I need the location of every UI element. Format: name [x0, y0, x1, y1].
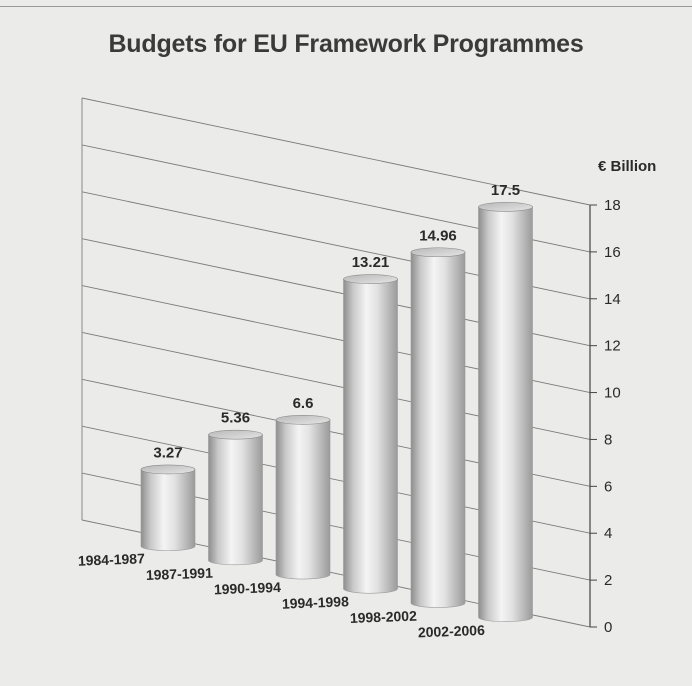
y-tick-label: 4 [604, 525, 612, 542]
y-tick-label: 2 [604, 572, 612, 589]
y-tick-label: 18 [604, 197, 621, 214]
chart-title: Budgets for EU Framework Programmes [108, 30, 584, 58]
y-tick-label: 12 [604, 338, 621, 355]
bar-cap [343, 274, 398, 284]
bar-body [208, 434, 263, 566]
labels: 0 2 4 6 8 10 12 14 16 18 € Billion 3.27 5.36 6.6 13.21… [78, 158, 657, 640]
bar-body [343, 278, 398, 594]
bar-1987-1991 [208, 429, 263, 566]
category-label: 1998-2002 [350, 608, 418, 626]
bar-body [275, 419, 331, 580]
bar-cap [478, 202, 533, 212]
y-tick-label: 6 [604, 478, 612, 495]
category-label: 1984-1987 [78, 550, 146, 568]
bar-1994-1998 [343, 274, 398, 594]
bar-cap [275, 415, 331, 425]
data-label: 3.27 [153, 444, 182, 461]
frame-border [0, 6, 692, 7]
y-tick-label: 8 [604, 431, 612, 448]
bar-2002-2006 [478, 202, 533, 623]
category-label: 1990-1994 [214, 579, 282, 597]
bar-cap [208, 429, 263, 440]
bar-cap [410, 247, 466, 258]
bar-1984-1987 [140, 464, 196, 551]
category-label: 2002-2006 [418, 622, 486, 640]
bar-cap [140, 464, 196, 475]
data-label: 13.21 [352, 254, 390, 271]
bar-body [478, 206, 533, 623]
y-tick-label: 0 [604, 619, 612, 636]
y-tick-label: 14 [604, 291, 621, 308]
bars [140, 202, 533, 623]
y-tick-label: 10 [604, 385, 621, 402]
bar-1990-1994 [275, 415, 331, 580]
gridline [81, 97, 591, 206]
data-label: 5.36 [221, 410, 250, 427]
category-label: 1987-1991 [146, 565, 214, 583]
category-label: 1994-1998 [282, 593, 350, 611]
y-axis-unit-label: € Billion [598, 158, 656, 175]
bar-1998-2002 [410, 247, 466, 608]
bar-body [140, 469, 196, 551]
data-label: 17.5 [491, 182, 520, 199]
data-label: 6.6 [293, 395, 314, 412]
data-label: 14.96 [419, 227, 457, 244]
y-tick-label: 16 [604, 244, 621, 261]
bar-body [410, 251, 466, 608]
